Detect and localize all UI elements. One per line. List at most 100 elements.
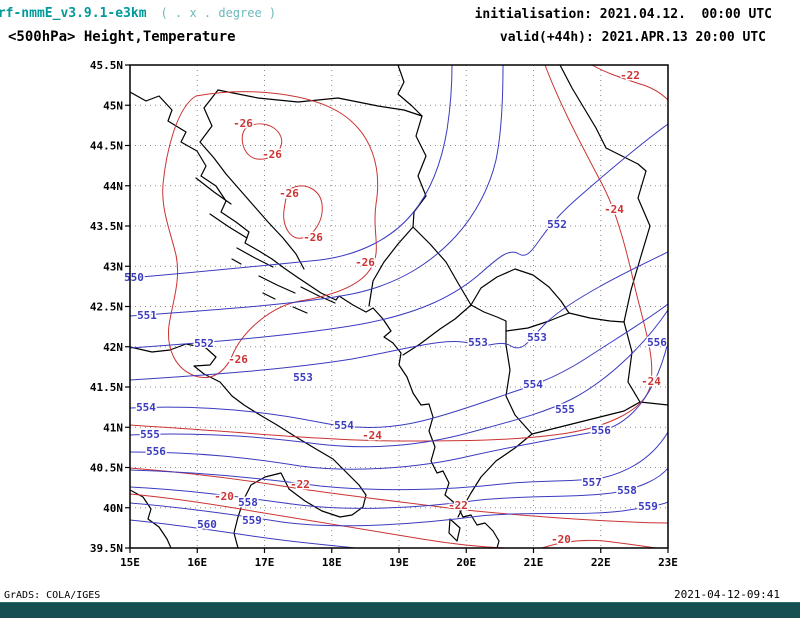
geo-outline (292, 306, 308, 314)
lon-label: 22E (591, 556, 611, 569)
temp-contour--22 (591, 65, 668, 101)
geo-outline (568, 312, 625, 323)
height-label: 556 (647, 336, 667, 349)
height-contour-557 (130, 431, 668, 491)
valid-time: valid(+44h): 2021.APR.13 20:00 UTC (499, 30, 766, 45)
lat-label: 45.5N (90, 59, 123, 72)
geo-outline (300, 286, 336, 304)
grads-credit: GrADS: COLA/IGES (4, 590, 101, 601)
height-label: 557 (582, 476, 602, 489)
height-label: 556 (591, 424, 611, 437)
geo-outline (470, 304, 507, 332)
weather-map: 550 551 552 552 553 553 553 554 554 554 555 555 556 5… (90, 59, 678, 569)
temperature-label: -22 (448, 499, 468, 512)
temp-contour--20 (541, 539, 657, 548)
temperature-label: -22 (290, 478, 310, 491)
height-label: 560 (197, 518, 217, 531)
temperature-label: -26 (355, 256, 375, 269)
height-contour-555 (130, 309, 668, 448)
height-label: 554 (334, 419, 354, 432)
geo-outline (531, 401, 668, 435)
lon-label: 20E (456, 556, 476, 569)
temperature-label: -24 (641, 375, 661, 388)
geo-outline (262, 292, 276, 300)
height-contour-560 (130, 519, 356, 548)
lon-label: 19E (389, 556, 409, 569)
model-title-line: wrf-nmmE_v3.9.1-e3km ( . x . degree ) (0, 6, 276, 21)
geo-outline (457, 433, 533, 518)
model-name: wrf-nmmE_v3.9.1-e3km (0, 6, 147, 21)
lat-label: 41N (103, 421, 123, 434)
creation-timestamp: 2021-04-12-09:41 (674, 588, 780, 601)
geo-outline (505, 330, 533, 435)
geo-outline (130, 91, 500, 548)
geo-outline (199, 89, 305, 270)
lon-label: 23E (658, 556, 678, 569)
height-label: 554 (523, 378, 543, 391)
height-contours (130, 65, 668, 548)
geo-outline (258, 275, 296, 294)
geo-outline (623, 321, 641, 403)
geo-outline (130, 343, 367, 548)
height-contour-556 (130, 341, 668, 470)
lat-label: 40N (103, 502, 123, 515)
lat-label: 43N (103, 260, 123, 273)
geo-outline (505, 312, 570, 332)
height-contour-559 (130, 501, 668, 527)
contour-labels: 550 551 552 552 553 553 553 554 554 554 555 555 556 5… (123, 68, 669, 548)
geo-outline (448, 518, 461, 542)
geo-outline (470, 268, 570, 314)
coastlines-and-borders (130, 65, 668, 548)
lon-label: 18E (322, 556, 342, 569)
lat-label: 43.5N (90, 220, 123, 233)
lat-label: 39.5N (90, 542, 123, 555)
temperature-label: -26 (228, 353, 248, 366)
temp-contour--20 (130, 493, 506, 548)
temp-contour--26 (162, 91, 379, 379)
geo-outline (209, 213, 248, 239)
temperature-label: -26 (279, 187, 299, 200)
height-label: 558 (617, 484, 637, 497)
temperature-label: -20 (214, 490, 234, 503)
height-contour-552 (130, 123, 668, 349)
model-grid-note: ( . x . degree ) (160, 6, 277, 20)
temperature-label: -24 (604, 203, 624, 216)
temperature-label: -26 (303, 231, 323, 244)
height-label: 553 (527, 331, 547, 344)
field-title: <500hPa> Height,Temperature (8, 29, 236, 45)
temperature-label: -22 (620, 69, 640, 82)
geo-outline (130, 489, 172, 548)
lon-label: 17E (255, 556, 275, 569)
geo-outline (231, 258, 242, 265)
height-contour-551 (130, 65, 504, 317)
axis-labels: 45.5N 45N 44.5N 44N 43.5N 43N 42.5N 42N 41.5N 41N… (90, 59, 678, 569)
height-label: 553 (293, 371, 313, 384)
temp-contour--22 (130, 467, 668, 524)
lat-label: 41.5N (90, 381, 123, 394)
height-contour-558 (130, 467, 668, 509)
height-label: 552 (194, 337, 214, 350)
height-contour-554 (130, 303, 668, 428)
temp-contour--26 (241, 123, 283, 160)
geo-outline (236, 247, 274, 268)
taskbar (0, 602, 800, 618)
lat-label: 44N (103, 180, 123, 193)
height-contour-550 (130, 65, 453, 279)
geo-outline (623, 170, 651, 323)
height-label: 554 (136, 401, 156, 414)
lat-label: 44.5N (90, 140, 123, 153)
geo-outline (559, 65, 647, 172)
height-label: 558 (238, 496, 258, 509)
geo-outline (412, 226, 472, 306)
height-label: 559 (242, 514, 262, 527)
lon-label: 16E (187, 556, 207, 569)
geo-outline (217, 89, 423, 117)
temperature-label: -26 (262, 148, 282, 161)
grid-lines (130, 65, 668, 548)
temperature-contours (130, 65, 668, 548)
temp-contour--24 (130, 65, 653, 442)
geo-outline (195, 177, 232, 205)
height-label: 551 (137, 309, 157, 322)
lat-label: 42.5N (90, 301, 123, 314)
